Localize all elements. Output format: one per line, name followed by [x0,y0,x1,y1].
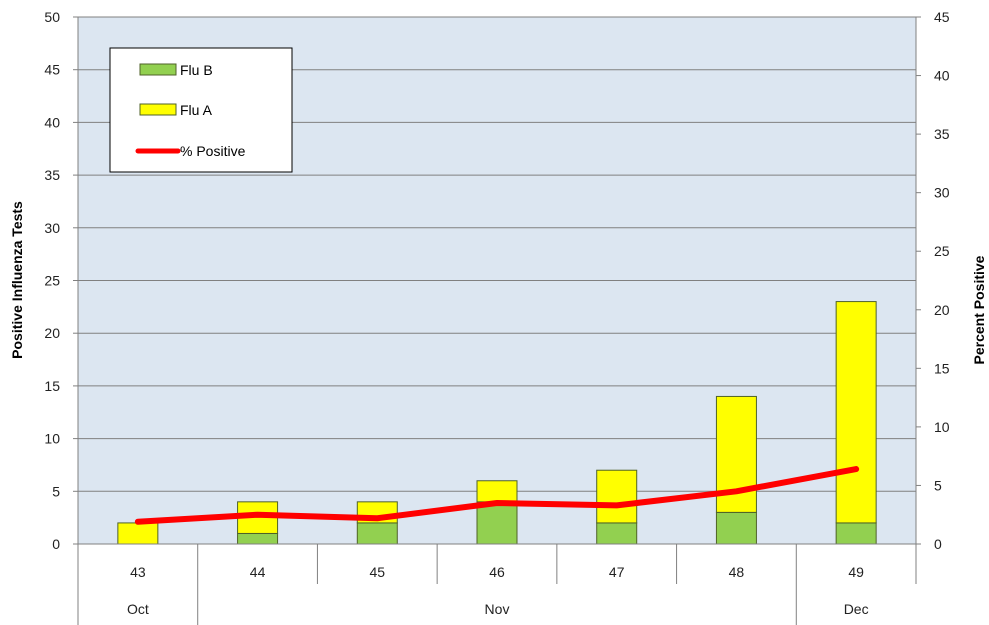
legend: Flu B Flu A % Positive [109,47,293,173]
line-series-percent-positive [134,466,860,525]
x-tick-label: 45 [369,564,385,580]
bar-flu-b [596,522,638,545]
y2-tick-label: 45 [934,9,950,25]
bar-flu-b [835,522,877,545]
bar-flu-a [476,480,518,503]
legend-label-flu-a: Flu A [180,102,213,118]
y-tick-label: 20 [44,325,60,341]
y-tick-label: 25 [44,273,60,289]
y-tick-label: 15 [44,378,60,394]
y2-tick-label: 25 [934,243,950,259]
x-tick-label: 48 [729,564,745,580]
y-tick-label: 30 [44,220,60,236]
y2-tick-label: 35 [934,126,950,142]
bar-flu-b [356,522,398,545]
legend-swatch-flu-a [139,103,177,116]
bars [117,301,877,545]
bar-flu-b [237,532,279,545]
bar-flu-a [835,301,877,524]
y-tick-label: 0 [52,536,60,552]
bar-flu-a [117,522,159,545]
x-tick-label: 44 [250,564,266,580]
y-tick-label: 50 [44,9,60,25]
legend-label-flu-b: Flu B [180,62,213,78]
y2-tick-label: 30 [934,185,950,201]
x-tick-label: 46 [489,564,505,580]
y2-tick-label: 20 [934,302,950,318]
legend-label-percent-positive: % Positive [180,143,246,159]
x-tick-label: 49 [848,564,864,580]
y2-tick-label: 15 [934,360,950,376]
y-tick-label: 10 [44,431,60,447]
y-tick-label: 40 [44,114,60,130]
right-axis-ticks: 0 5 10 15 20 25 30 35 40 45 [916,9,950,552]
legend-swatch-flu-b [139,63,177,76]
bar-flu-a [596,469,638,524]
y-tick-label: 45 [44,62,60,78]
y2-tick-label: 40 [934,68,950,84]
percent-positive-line [134,466,860,525]
y2-tick-label: 10 [934,419,950,435]
x-axis-ticks: 43 44 45 46 47 48 49 Oct Nov Dec [127,544,869,625]
x-month-label: Nov [485,601,510,617]
bar-flu-b [715,511,757,545]
y2-axis-title: Percent Positive [971,255,987,364]
bar-flu-b [476,501,518,545]
x-month-label: Oct [127,601,149,617]
y2-tick-label: 0 [934,536,942,552]
left-axis-ticks: 0 5 10 15 20 25 30 35 40 45 50 [44,9,78,552]
x-tick-label: 43 [130,564,146,580]
y-tick-label: 35 [44,167,60,183]
y2-tick-label: 5 [934,477,942,493]
y-tick-label: 5 [52,483,60,499]
y-axis-title: Positive Influenza Tests [9,201,25,359]
x-month-label: Dec [844,601,869,617]
x-tick-label: 47 [609,564,625,580]
